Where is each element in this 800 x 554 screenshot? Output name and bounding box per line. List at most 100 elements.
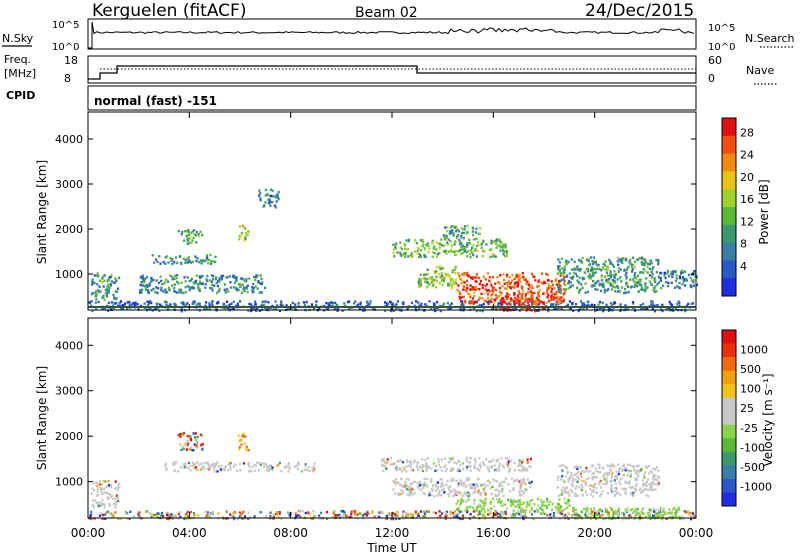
velocity-cell bbox=[640, 491, 643, 494]
velocity-cell bbox=[581, 486, 584, 489]
cpid-value: normal (fast) -151 bbox=[94, 94, 217, 108]
velocity-cell bbox=[491, 497, 494, 501]
power-cell bbox=[485, 283, 488, 286]
velocity-cell bbox=[504, 512, 507, 515]
velocity-cell bbox=[459, 463, 462, 467]
power-cell bbox=[528, 298, 531, 301]
velocity-cell bbox=[597, 510, 600, 513]
power-cell bbox=[428, 283, 431, 286]
power-cell bbox=[563, 275, 566, 279]
velocity-cell bbox=[556, 511, 560, 514]
velocity-cell bbox=[105, 485, 108, 489]
power-cell bbox=[433, 245, 436, 248]
velocity-cell bbox=[465, 500, 468, 503]
velocity-cell bbox=[269, 467, 272, 471]
velocity-cell bbox=[606, 472, 609, 475]
velocity-cell bbox=[517, 510, 520, 513]
velocity-cell bbox=[605, 477, 608, 480]
power-cell bbox=[527, 297, 530, 300]
velocity-cell bbox=[412, 481, 415, 484]
power-cell bbox=[471, 251, 474, 254]
power-cell bbox=[557, 265, 560, 268]
velocity-cell bbox=[589, 469, 592, 473]
power-cell bbox=[478, 282, 481, 286]
power-cell bbox=[140, 281, 143, 284]
power-cell bbox=[516, 298, 520, 301]
velocity-cell bbox=[237, 434, 240, 437]
velocity-cell bbox=[192, 511, 195, 515]
power-cell bbox=[514, 282, 517, 285]
velocity-cell bbox=[103, 503, 106, 506]
power-cell bbox=[637, 279, 640, 282]
velocity-cell bbox=[574, 508, 578, 512]
velocity-cell bbox=[456, 513, 459, 516]
power-cell bbox=[616, 260, 619, 263]
velocity-cell bbox=[449, 513, 452, 516]
power-cell bbox=[201, 259, 204, 263]
power-cell bbox=[239, 234, 242, 238]
power-cell bbox=[502, 278, 505, 281]
power-cell bbox=[640, 308, 643, 311]
velocity-cell bbox=[425, 510, 428, 513]
velocity-cell bbox=[208, 513, 211, 517]
power-cell bbox=[194, 279, 197, 283]
power-cell bbox=[402, 301, 405, 304]
power-cell bbox=[183, 276, 186, 279]
velocity-cell bbox=[201, 442, 204, 446]
power-cell bbox=[581, 286, 584, 290]
velocity-cell bbox=[187, 461, 191, 465]
power-cell bbox=[471, 230, 474, 233]
power-cell bbox=[568, 287, 571, 290]
velocity-cell bbox=[507, 461, 510, 465]
power-cell bbox=[223, 283, 226, 286]
power-cell bbox=[422, 242, 425, 246]
velocity-cell bbox=[419, 484, 422, 487]
power-cell bbox=[198, 280, 202, 283]
power-cell bbox=[533, 275, 536, 279]
power-cell bbox=[478, 232, 482, 236]
power-cell bbox=[553, 293, 556, 296]
power-cell bbox=[356, 303, 360, 306]
velocity-cell bbox=[509, 504, 513, 507]
power-cell bbox=[138, 291, 142, 294]
power-cell bbox=[160, 288, 163, 292]
power-cell bbox=[602, 267, 605, 270]
power-cell bbox=[180, 301, 183, 305]
velocity-cell bbox=[295, 465, 298, 468]
power-cell bbox=[434, 271, 437, 275]
power-cell bbox=[121, 304, 124, 307]
velocity-cell bbox=[367, 512, 370, 515]
power-cell bbox=[232, 300, 235, 303]
velocity-cell bbox=[424, 515, 427, 518]
velocity-cell bbox=[308, 469, 311, 472]
velocity-cell bbox=[390, 463, 394, 466]
velocity-cell bbox=[191, 461, 194, 464]
power-cell bbox=[251, 291, 254, 294]
power-cell bbox=[491, 253, 494, 256]
power-cell bbox=[150, 301, 153, 305]
power-cell bbox=[204, 304, 207, 307]
power-cell bbox=[427, 250, 430, 254]
power-cell bbox=[460, 273, 464, 276]
colorbar-tick-label: 24 bbox=[740, 149, 754, 162]
velocity-cell bbox=[500, 490, 503, 493]
power-cell bbox=[385, 302, 388, 305]
power-cell bbox=[98, 279, 102, 282]
velocity-cell bbox=[650, 471, 653, 474]
power-cell bbox=[242, 278, 245, 281]
velocity-cell bbox=[448, 460, 451, 463]
power-cell bbox=[590, 266, 594, 269]
velocity-cell bbox=[440, 512, 444, 515]
power-cell bbox=[499, 243, 502, 247]
power-cell bbox=[684, 284, 687, 287]
power-cell bbox=[422, 244, 425, 248]
power-cell bbox=[94, 291, 97, 294]
n-sky-label: N.Sky bbox=[2, 32, 34, 45]
power-cell bbox=[646, 286, 649, 289]
velocity-cell bbox=[654, 483, 657, 486]
power-cell bbox=[188, 259, 191, 262]
power-cell bbox=[463, 231, 466, 235]
colorbar-tick-label: 100 bbox=[740, 383, 761, 396]
velocity-cell bbox=[371, 510, 374, 513]
power-cell bbox=[518, 304, 521, 307]
